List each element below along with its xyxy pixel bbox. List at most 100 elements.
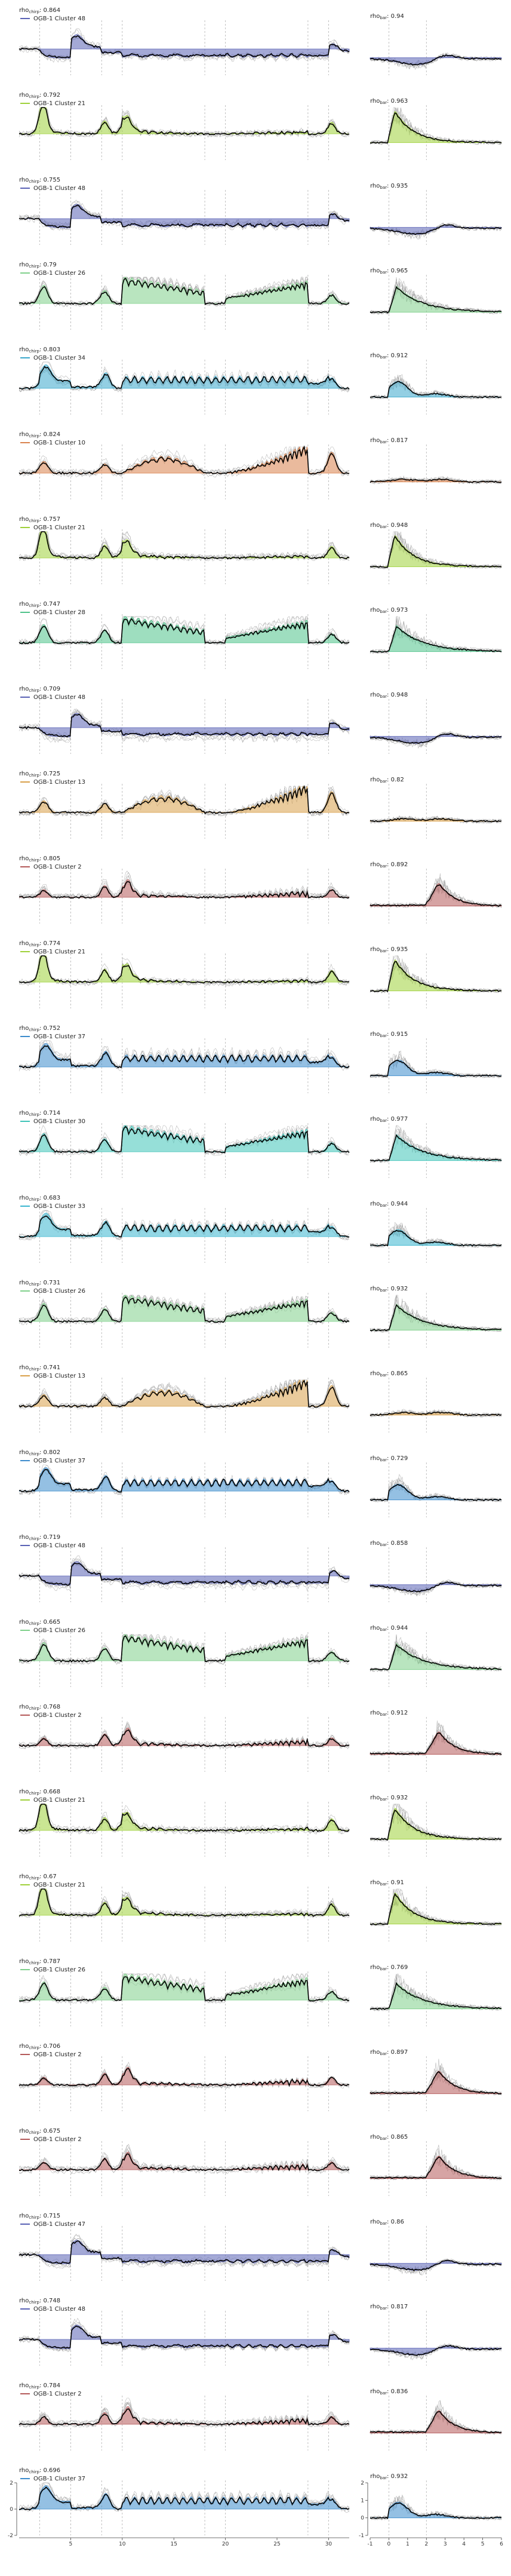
chirp-roi-trace <box>19 709 350 742</box>
bar-mean-trace <box>370 54 502 66</box>
rho-chirp-value: : 0.774 <box>39 940 60 947</box>
rho-chirp-value: : 0.768 <box>39 1704 60 1710</box>
rho-bar-label: rhobar: 0.948 <box>370 522 408 529</box>
rho-chirp-subscript: chirp <box>29 2470 39 2474</box>
chirp-x-tick-label: 25 <box>273 2541 280 2547</box>
rho-bar-label: rhobar: 0.729 <box>370 1455 408 1462</box>
rho-chirp-label: rhochirp: 0.696 <box>19 2467 60 2474</box>
chirp-roi-trace <box>19 708 350 744</box>
bar-x-tick-label: 0 <box>387 2541 391 2547</box>
chirp-roi-trace <box>19 531 350 560</box>
rho-bar-label: rhobar: 0.769 <box>370 1964 408 1971</box>
panel-row: rhochirp: 0.787 OGB-1 Cluster 26 rhobar: 0… <box>19 1958 502 2026</box>
legend-entry: OGB-1 Cluster 26 <box>33 1627 85 1634</box>
legend-entry: OGB-1 Cluster 37 <box>33 2476 85 2482</box>
chirp-mean-trace <box>19 2325 350 2349</box>
rho-bar-value: : 0.915 <box>387 1031 408 1038</box>
rho-chirp-subscript: chirp <box>29 1791 39 1796</box>
bar-mean-trace <box>370 112 502 144</box>
legend-entry: OGB-1 Cluster 2 <box>33 864 82 870</box>
bar-x-tick-label: 3 <box>444 2541 447 2547</box>
chirp-mean-trace <box>19 1888 350 1917</box>
rho-chirp-subscript: chirp <box>29 943 39 947</box>
rho-chirp-subscript: chirp <box>29 1876 39 1881</box>
rho-chirp-subscript: chirp <box>29 264 39 269</box>
rho-bar-subscript: bar <box>380 2051 387 2056</box>
bar-mean-trace <box>370 1581 502 1593</box>
chirp-roi-trace <box>19 1888 350 1916</box>
rho-bar-value: : 0.935 <box>387 183 408 189</box>
rho-chirp-value: : 0.79 <box>39 262 57 268</box>
legend-entry: OGB-1 Cluster 13 <box>33 1373 85 1379</box>
legend-entry: OGB-1 Cluster 26 <box>33 1967 85 1973</box>
rho-bar-value: : 0.892 <box>387 861 408 868</box>
bar-cluster-mean-area <box>370 111 502 143</box>
rho-bar-value: : 0.973 <box>387 607 408 614</box>
legend-entry: OGB-1 Cluster 21 <box>33 949 85 955</box>
chirp-mean-trace <box>19 713 349 738</box>
legend-entry: OGB-1 Cluster 30 <box>33 1118 85 1125</box>
rho-chirp-label: rhochirp: 0.787 <box>19 1958 60 1965</box>
rho-chirp-subscript: chirp <box>29 2046 39 2050</box>
rho-bar-value: : 0.729 <box>387 1455 408 1462</box>
chirp-x-tick-label: 15 <box>170 2541 177 2547</box>
bar-mean-trace <box>370 1982 502 2010</box>
bar-cluster-mean-area <box>370 1229 501 1246</box>
chirp-roi-trace <box>19 2145 350 2171</box>
rho-bar-subscript: bar <box>380 1458 387 1462</box>
rho-bar-value: : 0.91 <box>387 1879 404 1886</box>
rho-bar-subscript: bar <box>380 2306 387 2311</box>
chirp-mean-trace <box>19 1468 350 1493</box>
rho-bar-value: : 0.944 <box>387 1201 408 1207</box>
chirp-mean-trace <box>19 2240 350 2265</box>
rho-chirp-label: rhochirp: 0.864 <box>19 7 60 14</box>
rho-chirp-value: : 0.706 <box>39 2043 60 2050</box>
chirp-cluster-mean-area <box>19 1042 349 1068</box>
rho-chirp-label: rhochirp: 0.757 <box>19 516 60 523</box>
rho-chirp-value: : 0.805 <box>39 855 60 862</box>
bar-mean-trace <box>370 1060 502 1077</box>
rho-chirp-label: rhochirp: 0.752 <box>19 1025 60 1032</box>
chirp-cluster-mean-area <box>19 2485 349 2510</box>
rho-bar-value: : 0.858 <box>387 1540 408 1547</box>
bar-roi-trace <box>370 476 502 484</box>
chirp-cluster-mean-area <box>19 713 350 737</box>
rho-bar-label: rhobar: 0.965 <box>370 268 408 275</box>
chirp-y-tick-label: 2 <box>10 2480 13 2486</box>
chirp-roi-trace <box>19 1724 350 1747</box>
bar-roi-trace <box>370 1409 502 1418</box>
chirp-roi-trace <box>19 1973 350 2001</box>
bar-mean-trace <box>370 1304 501 1332</box>
rho-bar-label: rhobar: 0.86 <box>370 2219 404 2226</box>
chirp-mean-trace <box>19 366 350 390</box>
chirp-cluster-mean-area <box>19 1212 349 1237</box>
rho-bar-value: : 0.912 <box>387 1710 408 1716</box>
bar-mean-trace <box>370 224 502 235</box>
rho-chirp-label: rhochirp: 0.768 <box>19 1704 60 1711</box>
bar-roi-trace <box>370 2343 502 2361</box>
bar-mean-trace <box>370 2259 502 2271</box>
rho-chirp-label: rhochirp: 0.805 <box>19 855 60 863</box>
legend-entry: OGB-1 Cluster 26 <box>33 270 85 277</box>
legend-entry: OGB-1 Cluster 48 <box>33 1542 85 1549</box>
rho-chirp-value: : 0.864 <box>39 7 60 14</box>
chirp-mean-trace <box>19 2408 350 2426</box>
bar-x-tick-label: -1 <box>368 2541 373 2547</box>
rho-chirp-subscript: chirp <box>29 349 39 354</box>
chirp-cluster-mean-area <box>19 616 349 643</box>
chirp-mean-trace <box>19 204 350 229</box>
chirp-roi-trace <box>19 875 350 898</box>
rho-bar-label: rhobar: 0.865 <box>370 1370 408 1378</box>
bar-cluster-mean-area <box>370 1731 502 1755</box>
legend-entry: OGB-1 Cluster 33 <box>33 1203 85 1210</box>
rho-bar-value: : 0.86 <box>387 2219 404 2225</box>
rho-chirp-subscript: chirp <box>29 94 39 99</box>
chirp-cluster-mean-area <box>19 1973 349 2001</box>
chirp-roi-trace <box>19 1804 350 1832</box>
rho-chirp-label: rhochirp: 0.665 <box>19 1619 60 1626</box>
rho-chirp-subscript: chirp <box>29 434 39 438</box>
legend-entry: OGB-1 Cluster 13 <box>33 779 85 786</box>
